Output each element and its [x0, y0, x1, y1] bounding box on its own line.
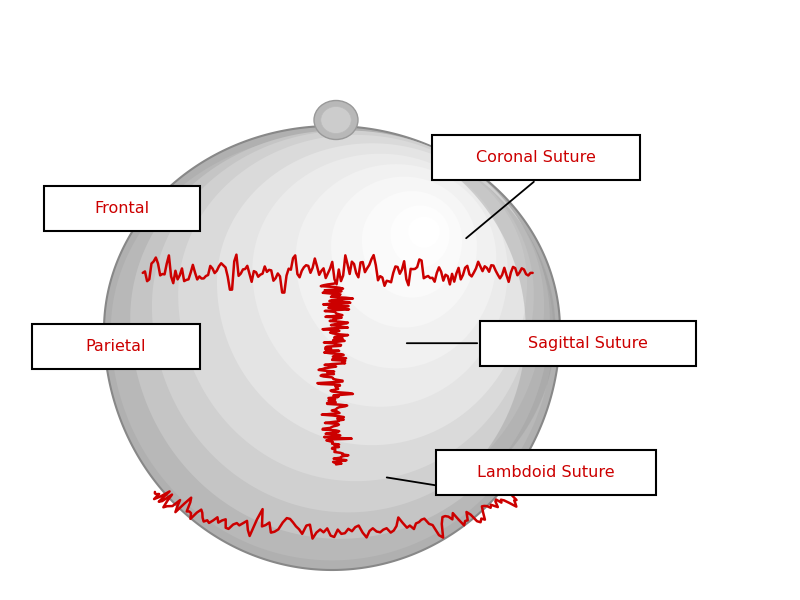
FancyBboxPatch shape — [432, 135, 640, 180]
FancyBboxPatch shape — [480, 321, 696, 366]
PathPatch shape — [446, 168, 555, 492]
PathPatch shape — [252, 154, 508, 407]
Ellipse shape — [321, 107, 351, 133]
PathPatch shape — [104, 126, 560, 570]
FancyBboxPatch shape — [32, 324, 200, 369]
Text: Lambdoid Suture: Lambdoid Suture — [477, 465, 615, 480]
PathPatch shape — [296, 164, 496, 368]
PathPatch shape — [390, 205, 450, 268]
PathPatch shape — [362, 191, 462, 298]
Text: Frontal: Frontal — [94, 201, 150, 216]
Text: Sagittal Suture: Sagittal Suture — [528, 336, 648, 351]
FancyBboxPatch shape — [44, 186, 200, 231]
PathPatch shape — [111, 134, 553, 560]
FancyBboxPatch shape — [436, 450, 656, 495]
PathPatch shape — [152, 131, 544, 512]
PathPatch shape — [130, 130, 550, 539]
PathPatch shape — [331, 176, 477, 328]
PathPatch shape — [178, 135, 534, 481]
PathPatch shape — [217, 143, 527, 445]
Text: Parietal: Parietal — [86, 339, 146, 354]
Ellipse shape — [314, 100, 358, 139]
Text: Coronal Suture: Coronal Suture — [476, 150, 596, 165]
PathPatch shape — [446, 168, 555, 492]
PathPatch shape — [408, 217, 440, 248]
